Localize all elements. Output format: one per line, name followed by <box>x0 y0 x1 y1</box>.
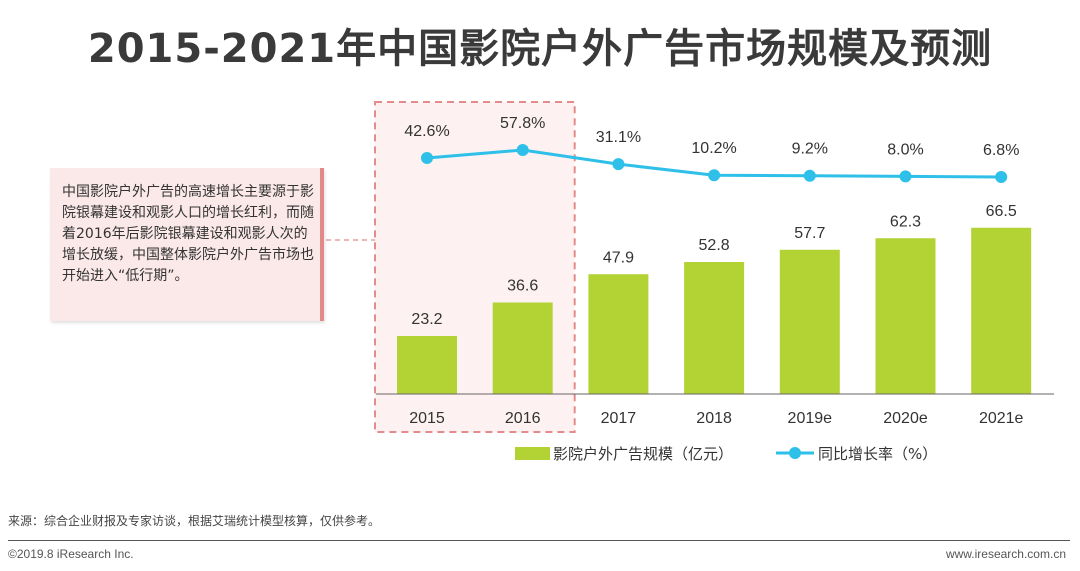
growth-point-2015 <box>421 152 433 165</box>
bar-2021e <box>971 227 1032 394</box>
growth-point-2019e <box>803 169 816 182</box>
growth-point-2016 <box>516 144 529 156</box>
growth-label-2016: 57.8% <box>500 115 545 132</box>
x-tick-2020e: 2020e <box>883 410 928 427</box>
bar-2018 <box>684 262 745 394</box>
bar-2016 <box>492 302 553 394</box>
website: www.iresearch.com.cn <box>945 547 1066 561</box>
growth-point-2021e <box>995 171 1008 183</box>
legend-bar-label: 影院户外广告规模（亿元） <box>553 445 733 463</box>
growth-label-2021e: 6.8% <box>983 142 1019 159</box>
bar-label-2021e: 66.5 <box>986 203 1017 220</box>
bar-2015 <box>397 336 457 394</box>
growth-label-2017: 31.1% <box>596 129 641 146</box>
bar-label-2015: 23.2 <box>411 311 442 328</box>
legend-line-marker <box>789 447 801 459</box>
footer-divider <box>8 540 1070 541</box>
growth-label-2018: 10.2% <box>691 140 736 157</box>
x-tick-2015: 2015 <box>409 410 445 427</box>
bar-2017 <box>588 274 649 394</box>
x-tick-2018: 2018 <box>696 410 732 427</box>
bar-2019e <box>779 249 840 394</box>
x-tick-2019e: 2019e <box>788 410 833 427</box>
x-tick-2021e: 2021e <box>979 410 1024 427</box>
growth-label-2019e: 9.2% <box>792 141 828 158</box>
legend-line-label: 同比增长率（%） <box>818 445 937 463</box>
growth-label-2020e: 8.0% <box>887 141 923 158</box>
legend-bar-swatch <box>515 447 550 460</box>
x-tick-2017: 2017 <box>601 410 637 427</box>
growth-point-2018 <box>708 169 721 182</box>
x-tick-2016: 2016 <box>505 410 541 427</box>
chart-title: 2015-2021年中国影院户外广告市场规模及预测 <box>87 26 993 72</box>
growth-point-2020e <box>899 170 912 183</box>
bar-label-2017: 47.9 <box>603 249 634 266</box>
callout-box: 中国影院户外广告的高速增长主要源于影院银幕建设和观影人口的增长红利，而随着201… <box>50 168 324 321</box>
bar-label-2018: 52.8 <box>699 237 730 254</box>
growth-label-2015: 42.6% <box>404 123 449 140</box>
bar-label-2019e: 57.7 <box>794 225 825 242</box>
bar-2020e <box>875 238 936 394</box>
bar-label-2016: 36.6 <box>507 278 538 295</box>
growth-point-2017 <box>612 158 625 171</box>
bar-label-2020e: 62.3 <box>890 213 921 230</box>
callout-text: 中国影院户外广告的高速增长主要源于影院银幕建设和观影人口的增长红利，而随着201… <box>62 184 314 284</box>
source-note: 来源：综合企业财报及专家访谈，根据艾瑞统计模型核算，仅供参考。 <box>8 514 381 528</box>
copyright: ©2019.8 iResearch Inc. <box>8 547 134 561</box>
